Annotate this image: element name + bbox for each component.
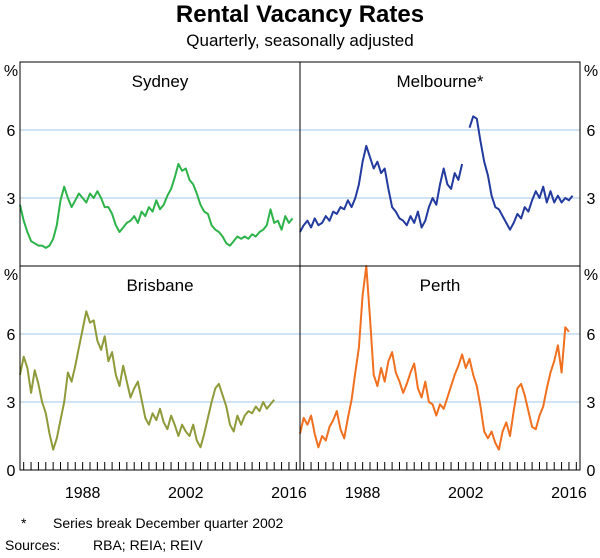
panel-title-perth: Perth (420, 276, 461, 295)
footnote: * Series break December quarter 2002 (5, 514, 283, 532)
panel-perth: Perth 3 6% (299, 265, 598, 451)
y-tick-label-brisbane-6: 6 (7, 327, 16, 344)
y-tick-label-melbourne-6: 6 (587, 123, 596, 140)
x-tick-label-left-1988: 1988 (65, 485, 101, 502)
y-tick-label-perth-3: 3 (587, 395, 596, 412)
x-tick-label-left-2016: 2016 (271, 485, 307, 502)
footnote-text: Series break December quarter 2002 (53, 515, 284, 531)
y-tick-label-melbourne-3: 3 (587, 191, 596, 208)
footnote-mark: * (21, 515, 27, 531)
x-tick-label-left-2002: 2002 (168, 485, 204, 502)
sources-label: Sources: (5, 537, 61, 553)
series-line-brisbane-1 (19, 310, 275, 451)
series-line-sydney-1 (19, 163, 294, 249)
y-unit-label-brisbane: % (4, 267, 18, 284)
panel-sydney: Sydney 3 6% (4, 63, 300, 249)
y-unit-label-sydney: % (4, 63, 18, 80)
y-unit-label-melbourne: % (584, 63, 598, 80)
panel-title-sydney: Sydney (132, 72, 189, 91)
chart-title: Rental Vacancy Rates (175, 1, 425, 28)
y-tick-label-right-0: 0 (587, 463, 596, 480)
panel-brisbane: Brisbane 3 6% (4, 267, 300, 451)
y-tick-label-sydney-6: 6 (7, 123, 16, 140)
panel-title-brisbane: Brisbane (126, 276, 193, 295)
x-tick-label-right-2016: 2016 (551, 485, 587, 502)
y-tick-label-left-0: 0 (7, 463, 16, 480)
y-tick-label-brisbane-3: 3 (7, 395, 16, 412)
panel-melbourne: Melbourne* 3 6% (299, 63, 598, 233)
series-line-melbourne-2 (468, 115, 574, 231)
x-tick-label-right-2002: 2002 (448, 485, 484, 502)
series-line-melbourne-1 (299, 144, 464, 233)
y-tick-label-sydney-3: 3 (7, 191, 16, 208)
panel-title-melbourne: Melbourne* (397, 72, 484, 91)
sources: Sources: RBA; REIA; REIV (5, 536, 203, 554)
sources-text: RBA; REIA; REIV (93, 537, 203, 553)
y-tick-label-perth-6: 6 (587, 327, 596, 344)
x-tick-label-right-1988: 1988 (345, 485, 381, 502)
chart-subtitle: Quarterly, seasonally adjusted (186, 31, 414, 50)
y-unit-label-perth: % (584, 267, 598, 284)
series-line-perth-1 (299, 265, 570, 451)
chart-area: Sydney 3 6% Melbourne* 3 6% Brisbane 3 6% Perth 3 6… (4, 61, 598, 502)
